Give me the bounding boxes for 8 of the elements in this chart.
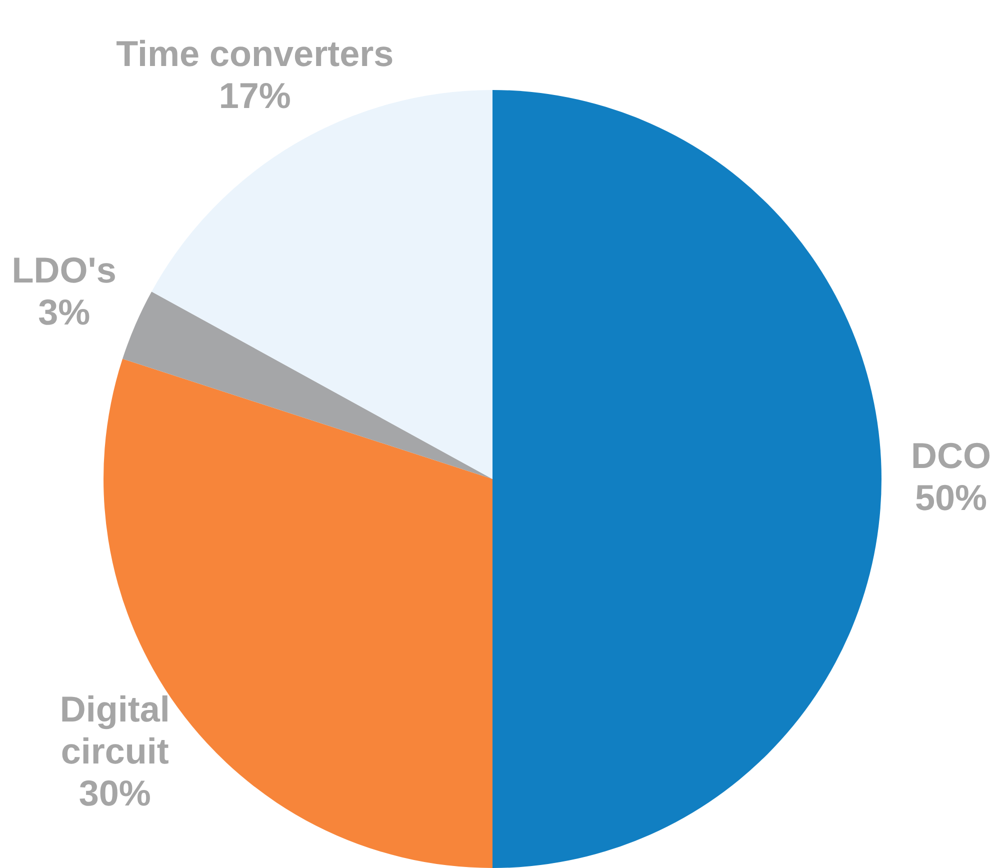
slice-label: DCO — [911, 434, 991, 476]
data-label: 3% — [38, 292, 90, 333]
data-label: 17% — [218, 75, 291, 116]
slice-label: LDO's — [12, 250, 116, 291]
data-label: 30% — [78, 772, 151, 814]
slice-label: Time converters — [116, 33, 394, 74]
slice-label: Digital circuit — [60, 688, 170, 772]
data-label: 50% — [914, 476, 988, 518]
